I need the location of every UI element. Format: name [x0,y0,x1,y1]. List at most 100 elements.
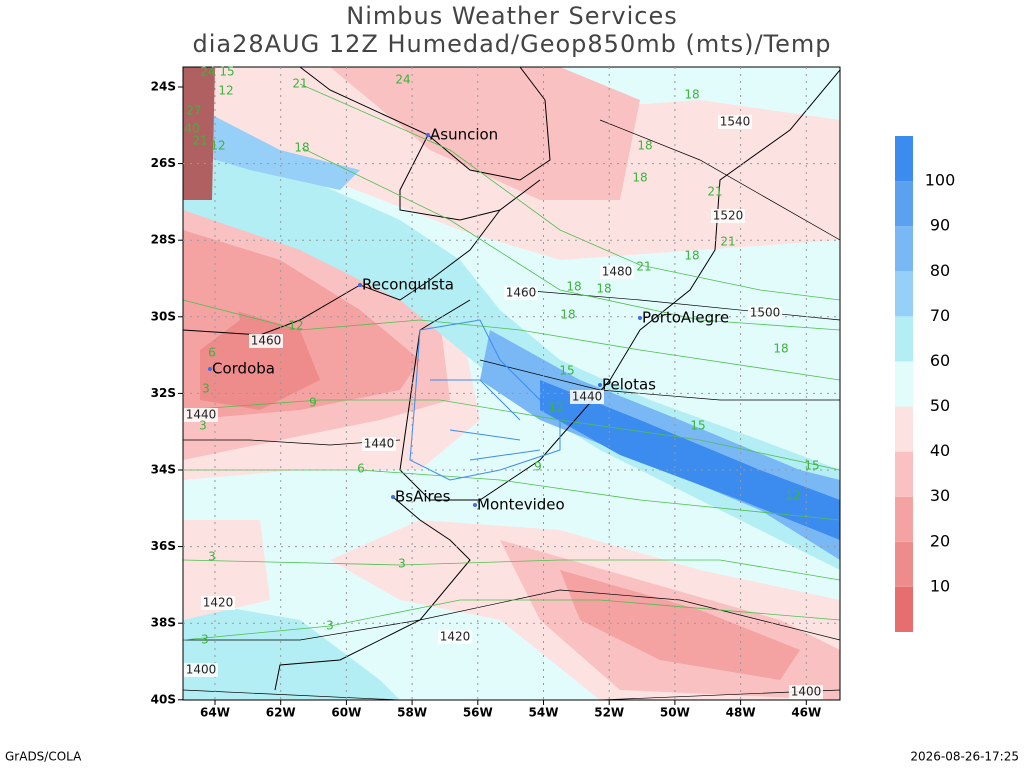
geopotential-label: 1460 [506,286,537,300]
temperature-label: 24 [200,65,215,79]
city-marker [391,495,395,499]
lon-label: 54W [529,706,559,720]
colorbar-segment [895,316,913,362]
colorbar-segment [895,181,913,227]
temperature-label: 9 [534,460,542,474]
colorbar-segment [895,541,913,587]
temperature-label: 18 [294,141,309,155]
colorbar-segment [895,361,913,407]
temperature-label: 24 [395,73,410,87]
geopotential-label-bg [718,115,752,129]
colorbar-label: 40 [930,441,950,460]
subtitle: dia28AUG 12Z Humedad/Geop850mb (mts)/Tem… [192,30,831,58]
colorbar-label: 100 [925,171,956,190]
lat-label: 28S [151,233,176,247]
geopotential-label-bg [570,390,604,404]
geopotential-label: 1440 [364,437,395,451]
temperature-contours [183,83,840,641]
geopotential-label: 1440 [572,390,603,404]
colorbar-segment [895,496,913,542]
temperature-label: 12 [210,139,225,153]
city-marker [638,316,642,320]
temperature-label: 6 [208,346,216,360]
geopotential-label-bg [504,286,538,300]
geopotential-label-bg [600,265,634,279]
geopotential-label-bg [438,630,472,644]
city-label: Montevideo [477,496,565,514]
geopotential-label: 1480 [602,265,633,279]
city-label: PortoAlegre [642,309,729,327]
colorbar-label: 60 [930,351,950,370]
geopotential-label: 1500 [750,306,781,320]
temperature-label: 6 [357,462,365,476]
temperature-label: 15 [690,419,705,433]
colorbar-segment [895,226,913,272]
temperature-label: 21 [192,134,207,148]
lat-label: 26S [151,156,176,170]
lat-label: 38S [151,616,176,630]
city-label: Asuncion [430,126,498,144]
temperature-label: 40 [184,122,199,136]
geopotential-label-bg [789,685,823,699]
city-label: Pelotas [602,376,656,394]
colorbar-segment [895,586,913,632]
colorbar-label: 50 [930,396,950,415]
lon-label: 58W [397,706,427,720]
temperature-label: 21 [720,235,735,249]
lat-label: 32S [151,386,176,400]
lat-label: 24S [151,80,176,94]
title: Nimbus Weather Services [346,2,677,30]
temperature-label: 9 [309,396,317,410]
city-label: BsAires [395,488,451,506]
temperature-label: 21 [292,77,307,91]
temperature-label: 18 [560,308,575,322]
temperature-label: 21 [707,185,722,199]
geopotential-label-bg [711,209,745,223]
geopotential-label: 1420 [440,630,471,644]
lon-label: 52W [594,706,624,720]
city-label: Cordoba [212,360,275,378]
temperature-label: 18 [684,88,699,102]
city-marker [598,383,602,387]
colorbar-label: 90 [930,216,950,235]
geopotential-label: 1420 [203,596,234,610]
map-labels: 24S 26S 28S 30S 32S 34S 36S 38S 40S 64W 62W 60W 58W 5… [151,65,823,720]
temperature-label: 18 [632,171,647,185]
colorbar-segment [895,451,913,497]
temperature-label: 15 [219,65,234,79]
lon-label: 48W [726,706,756,720]
lon-label: 64W [200,706,230,720]
humidity-shading [183,67,840,700]
colorbar-label: 70 [930,306,950,325]
geopotential-label: 1540 [720,115,751,129]
geopotential-label-bg [362,437,396,451]
temperature-label: 3 [208,550,216,564]
temperature-label: 3 [202,382,210,396]
geopotential-label: 1400 [791,685,822,699]
geopotential-label-bg [748,306,782,320]
city-marker [358,283,362,287]
map-frame [182,66,841,701]
graticule [178,67,840,705]
colorbar-label: 20 [930,531,950,550]
colorbar-segment [895,406,913,452]
city-label: Reconquista [362,276,454,294]
geopotential-label-bg [184,408,218,422]
temperature-label: 27 [186,104,201,118]
city-marker [208,367,212,371]
geopotential-label-bg [201,596,235,610]
temperature-label: 18 [596,282,611,296]
lat-label: 36S [151,539,176,553]
colorbar-label: 10 [930,576,950,595]
colorbar-label: 80 [930,261,950,280]
temperature-label: 12 [548,401,563,415]
geopotential-label: 1400 [186,663,217,677]
geopotential-label: 1460 [251,334,282,348]
city-marker [473,503,477,507]
temperature-label: 15 [559,364,574,378]
temperature-label: 15 [804,459,819,473]
lat-label: 34S [151,463,176,477]
lon-label: 56W [463,706,493,720]
temperature-label: 18 [637,139,652,153]
